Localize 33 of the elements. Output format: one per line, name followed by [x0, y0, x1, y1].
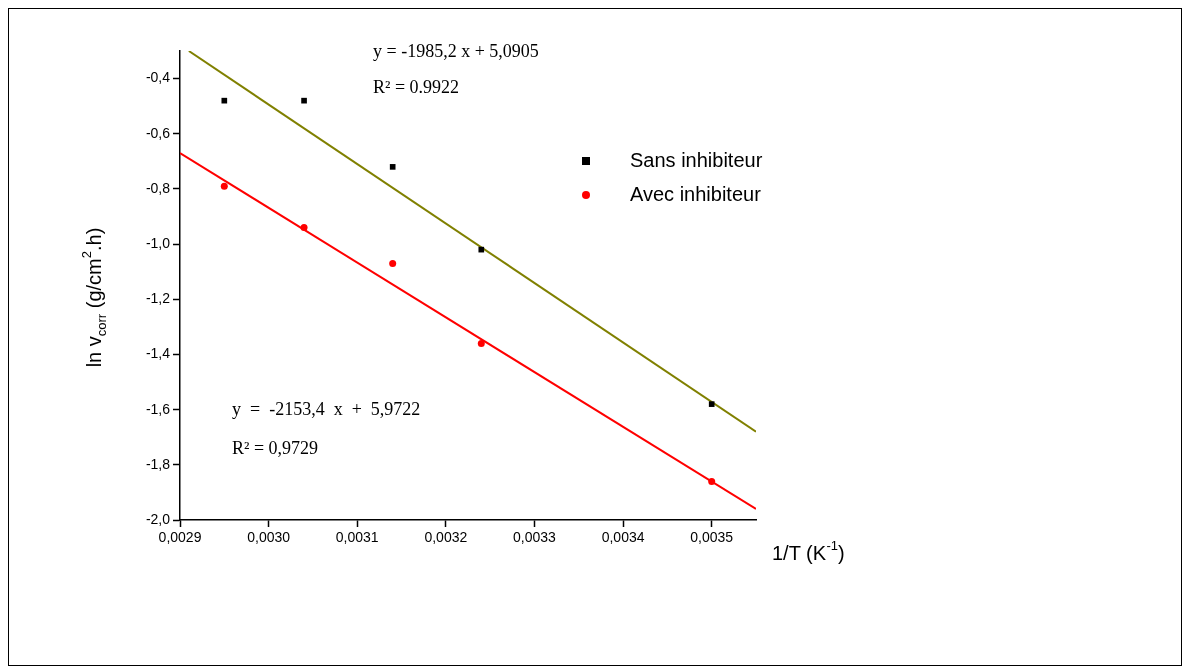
- point: [389, 164, 396, 170]
- legend-label: Sans inhibiteur: [630, 148, 763, 171]
- x-tick-label: 0,0035: [690, 529, 734, 546]
- point: [389, 259, 397, 267]
- x-tick-label: 0,0031: [335, 529, 379, 546]
- annotation: y = -2153,4 x + 5,9722: [232, 398, 421, 419]
- point: [708, 477, 716, 485]
- legend-label: Avec inhibiteur: [630, 182, 762, 205]
- x-tick-label: 0,0029: [158, 529, 202, 546]
- x-tick-label: 0,0034: [601, 529, 645, 546]
- y-tick-label: -2,0: [145, 510, 171, 527]
- y-axis-title: ln vcorr (g/cm2.h): [78, 227, 109, 368]
- y-tick-label: -0,4: [145, 69, 171, 86]
- y-tick-label: -1,0: [145, 234, 171, 251]
- point: [220, 182, 228, 190]
- annotation: y = -1985,2 x + 5,0905: [373, 40, 539, 61]
- x-tick-label: 0,0033: [513, 529, 557, 546]
- point: [300, 224, 308, 232]
- y-tick-label: -0,8: [145, 179, 171, 196]
- y-tick-label: -1,2: [145, 290, 171, 307]
- point: [477, 339, 485, 347]
- y-tick-label: -1,6: [145, 400, 171, 417]
- x-tick-label: 0,0030: [247, 529, 291, 546]
- point: [301, 97, 307, 104]
- y-tick-label: -1,4: [145, 345, 171, 362]
- x-tick-label: 0,0032: [424, 529, 468, 546]
- annotation: R² = 0,9729: [232, 437, 319, 458]
- point: [708, 401, 715, 407]
- y-tick-label: -1,8: [145, 455, 171, 472]
- y-tick-label: -0,6: [145, 124, 171, 141]
- point: [478, 246, 485, 253]
- annotation: R² = 0.9922: [373, 76, 460, 97]
- point: [221, 97, 228, 104]
